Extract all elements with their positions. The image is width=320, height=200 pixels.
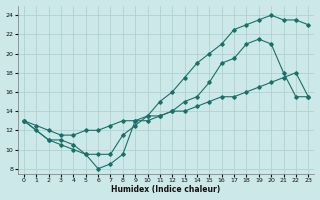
X-axis label: Humidex (Indice chaleur): Humidex (Indice chaleur) [111, 185, 221, 194]
